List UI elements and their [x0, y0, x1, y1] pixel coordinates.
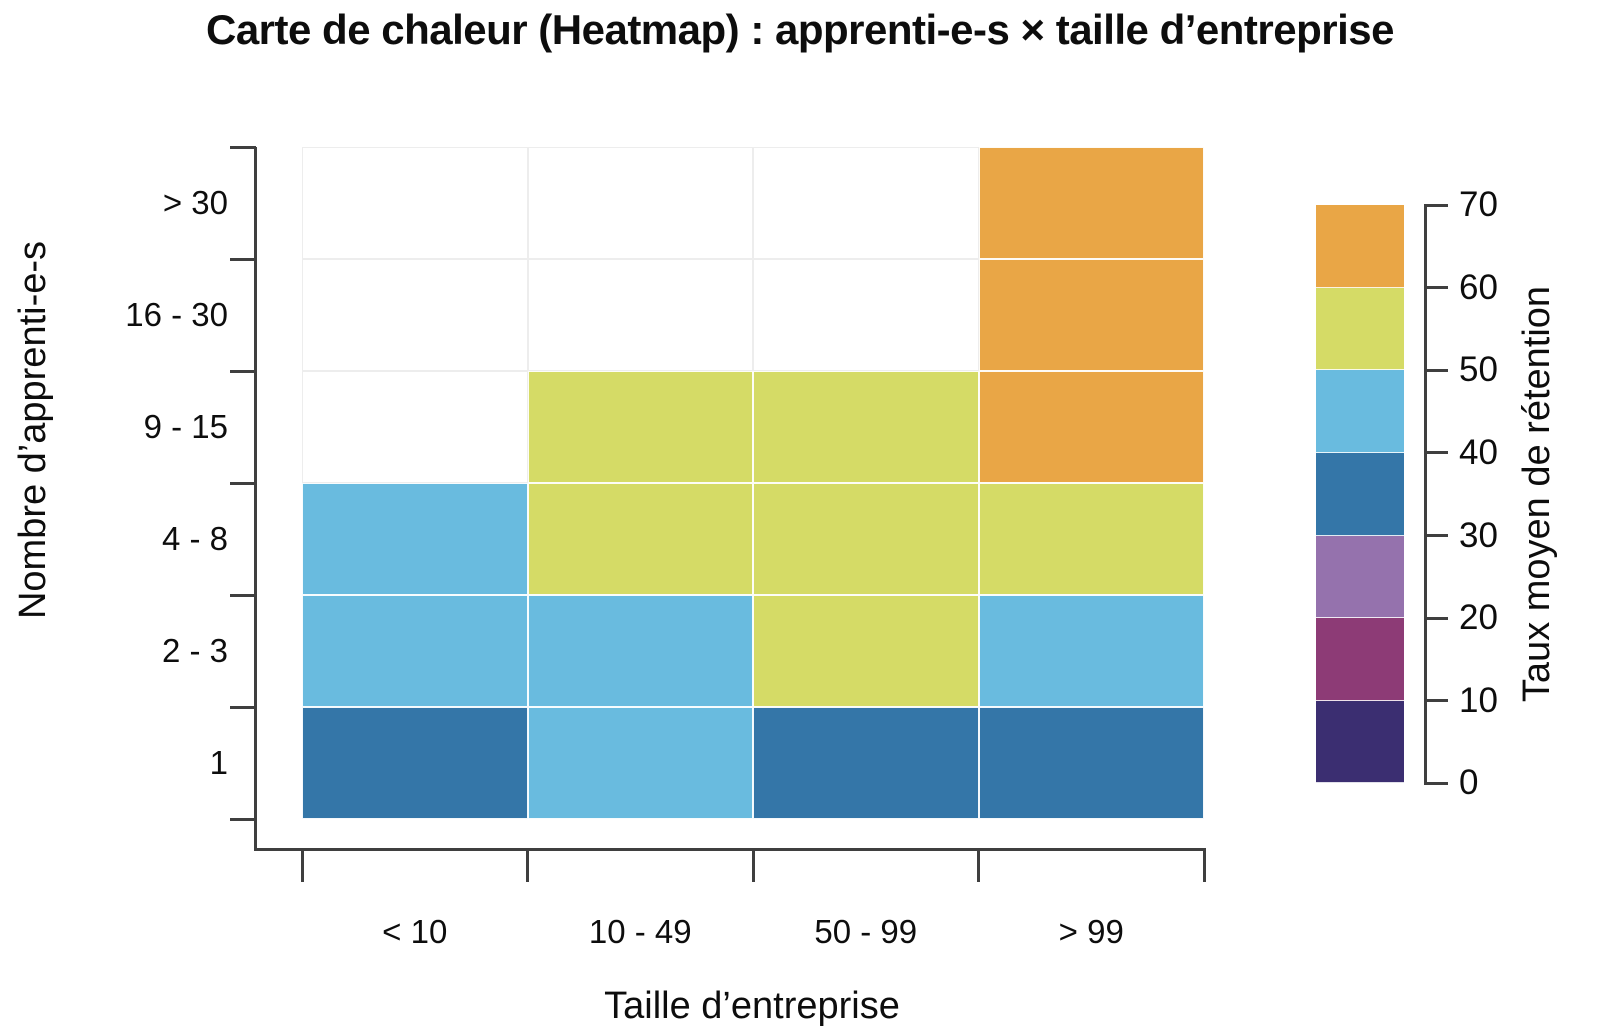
- heatmap-cell: [527, 147, 753, 259]
- heatmap-cell: [753, 483, 979, 595]
- heatmap-cell: [302, 259, 528, 371]
- colorbar-band: [1316, 535, 1404, 619]
- colorbar-tick-label: 50: [1459, 350, 1498, 390]
- y-tick-label: 1: [209, 744, 228, 781]
- heatmap-cell: [302, 371, 528, 483]
- y-tick-label: 16 - 30: [125, 296, 228, 333]
- colorbar-band: [1316, 700, 1404, 784]
- colorbar-tick-label: 20: [1459, 598, 1498, 638]
- colorbar-tick-label: 30: [1459, 515, 1498, 555]
- colorbar-tick: [1424, 616, 1448, 620]
- colorbar-tick-label: 40: [1459, 432, 1498, 472]
- colorbar-tick: [1424, 451, 1448, 455]
- colorbar-tick: [1424, 203, 1448, 207]
- heatmap-cell: [978, 147, 1204, 259]
- heatmap-cell: [302, 147, 528, 259]
- colorbar-tick-label: 70: [1459, 185, 1498, 224]
- heatmap-cell: [527, 707, 753, 819]
- x-axis-title: Taille d’entreprise: [604, 985, 900, 1027]
- heatmap-cell: [527, 259, 753, 371]
- heatmap-cell: [978, 483, 1204, 595]
- heatmap-cell: [978, 595, 1204, 707]
- colorbar-tick: [1424, 781, 1448, 785]
- colorbar-band: [1316, 205, 1404, 288]
- colorbar-band: [1316, 287, 1404, 371]
- y-tick-label: 9 - 15: [143, 408, 228, 445]
- x-tick-label: < 10: [382, 913, 448, 950]
- y-axis-tick: [230, 705, 256, 709]
- heatmap-cell: [753, 259, 979, 371]
- x-axis-tick: [751, 851, 755, 882]
- colorbar-tick-label: 10: [1459, 680, 1498, 720]
- y-tick-label: > 30: [162, 184, 228, 221]
- y-axis-tick: [230, 145, 256, 149]
- y-axis-tick: [230, 257, 256, 261]
- heatmap-cell: [527, 483, 753, 595]
- x-tick-label: 10 - 49: [588, 913, 692, 950]
- heatmap-cell: [978, 707, 1204, 819]
- colorbar-band: [1316, 452, 1404, 536]
- x-tick-label: 50 - 99: [814, 913, 918, 950]
- y-tick-label: 4 - 8: [161, 520, 228, 557]
- heatmap-cell: [302, 707, 528, 819]
- colorbar-tick: [1424, 534, 1448, 538]
- heatmap-cell: [978, 371, 1204, 483]
- y-axis-tick: [230, 481, 256, 485]
- heatmap-cell: [978, 259, 1204, 371]
- y-axis-tick: [230, 369, 256, 373]
- chart-title: Carte de chaleur (Heatmap) : apprenti-e-…: [205, 6, 1395, 53]
- colorbar-tick-label: 60: [1459, 267, 1498, 307]
- y-tick-label: 2 - 3: [161, 632, 228, 669]
- heatmap-cell: [302, 483, 528, 595]
- colorbar-tick: [1424, 368, 1448, 372]
- x-tick-label: > 99: [1058, 913, 1124, 950]
- heatmap-cell: [753, 595, 979, 707]
- heatmap-cell: [527, 595, 753, 707]
- heatmap-cell: [527, 371, 753, 483]
- y-axis-tick: [230, 593, 256, 597]
- x-axis-tick: [300, 851, 304, 882]
- heatmap-cell: [753, 371, 979, 483]
- x-axis-tick: [526, 851, 529, 882]
- x-axis-line: [254, 848, 1206, 851]
- x-axis-tick: [977, 851, 980, 882]
- x-axis-tick: [1202, 851, 1206, 882]
- colorbar-band: [1316, 618, 1404, 701]
- heatmap-cell: [753, 147, 979, 259]
- y-axis-tick: [230, 817, 256, 821]
- heatmap-cell: [302, 595, 528, 707]
- colorbar-tick-label: 0: [1459, 763, 1479, 803]
- colorbar-band: [1316, 370, 1404, 453]
- colorbar-tick: [1424, 699, 1448, 703]
- y-axis-line: [254, 147, 257, 851]
- colorbar-tick: [1424, 286, 1448, 290]
- colorbar-axis-line: [1424, 205, 1427, 786]
- heatmap-cell: [753, 707, 979, 819]
